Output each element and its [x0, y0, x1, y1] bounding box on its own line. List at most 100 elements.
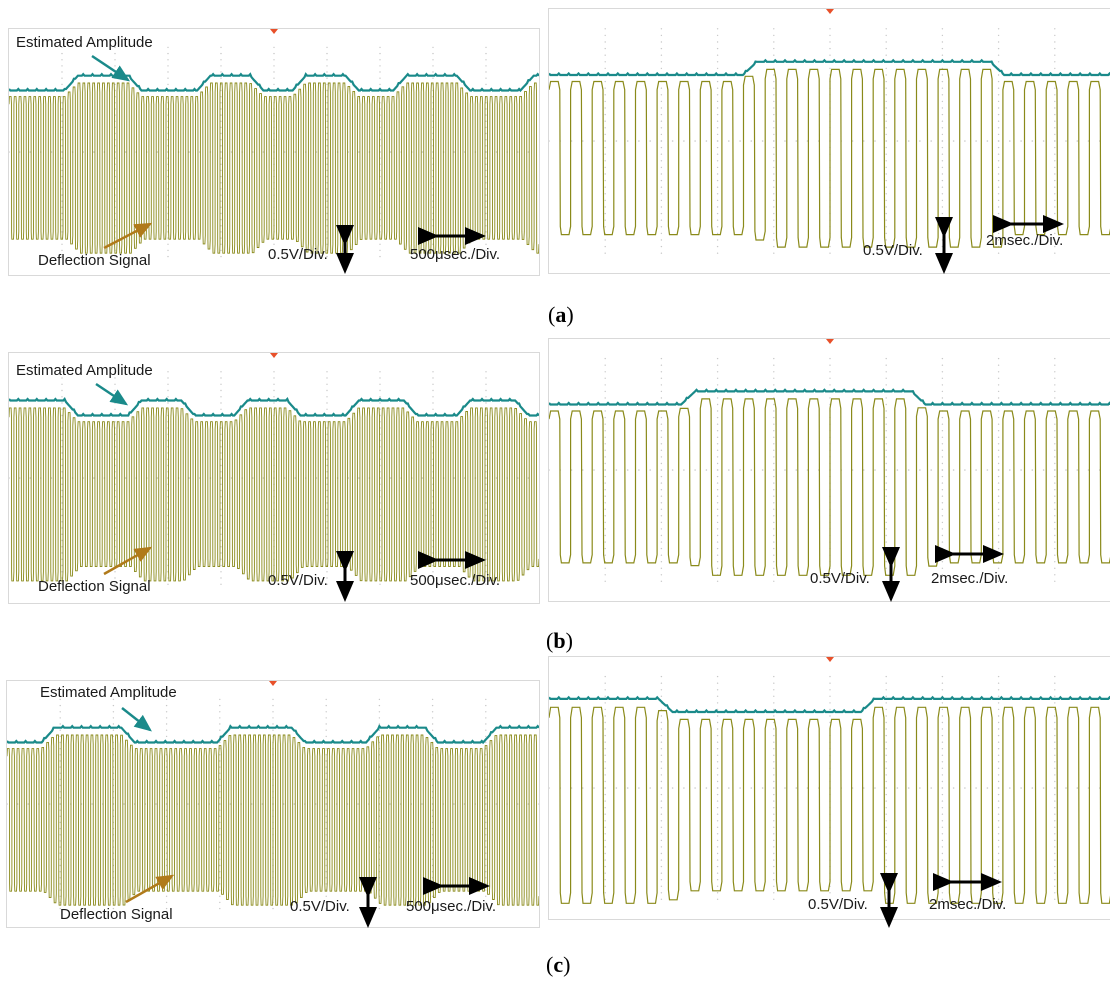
grid-dot: [219, 846, 221, 848]
grid-dot: [431, 723, 434, 725]
volt-label-b2: 0.5V/Div.: [810, 570, 870, 587]
axis-dot: [683, 140, 685, 142]
grid-dot: [1054, 384, 1056, 386]
grid-dot: [59, 754, 61, 756]
grid-dot: [1054, 127, 1056, 129]
grid-dot: [997, 357, 1000, 360]
grid-dot: [326, 371, 328, 373]
grid-dot: [773, 28, 775, 30]
grid-dot: [773, 74, 775, 76]
grid-dot: [773, 528, 775, 530]
grid-dot: [716, 28, 719, 30]
grid-dot: [485, 809, 487, 811]
grid-dot: [941, 521, 944, 524]
grid-dot: [485, 791, 487, 793]
grid-dot: [112, 735, 115, 738]
caption-a: (a): [548, 302, 574, 327]
grid-dot: [885, 859, 887, 861]
grid-dot: [885, 515, 887, 517]
grid-dot: [604, 567, 606, 569]
grid-dot: [773, 80, 775, 83]
grid-dot: [485, 723, 487, 725]
grid-dot: [716, 534, 719, 537]
grid-dot: [273, 383, 275, 385]
axis-dot: [9, 151, 10, 153]
grid-dot: [165, 729, 168, 731]
grid-dot: [431, 717, 434, 719]
axis-dot: [1009, 140, 1011, 142]
grid-dot: [885, 252, 887, 254]
grid-dot: [61, 402, 63, 404]
grid-dot: [59, 704, 61, 707]
axis-dot: [91, 803, 93, 805]
grid-dot: [716, 547, 719, 550]
volt-label-c: 0.5V/Div.: [290, 898, 350, 915]
grid-dot: [326, 212, 328, 215]
grid-dot: [997, 219, 1000, 221]
grid-dot: [773, 226, 775, 228]
grid-dot: [941, 865, 944, 868]
grid-dot: [378, 698, 381, 701]
grid-dot: [997, 482, 1000, 484]
grid-dot: [432, 383, 434, 385]
grid-dot: [941, 561, 944, 563]
grid-dot: [885, 449, 887, 451]
grid-dot: [1054, 107, 1056, 109]
axis-dot: [862, 140, 865, 142]
grid-dot: [219, 815, 221, 817]
grid-dot: [485, 496, 487, 498]
grid-dot: [773, 67, 775, 70]
grid-dot: [485, 901, 487, 904]
grid-dot: [432, 59, 434, 61]
axis-dot: [1054, 469, 1056, 471]
grid-dot: [716, 384, 719, 386]
grid-dot: [325, 729, 327, 731]
axis-dot: [671, 469, 674, 471]
grid-dot: [604, 734, 606, 737]
grid-dot: [716, 206, 719, 208]
grid-dot: [61, 389, 63, 392]
grid-dot: [1054, 833, 1056, 835]
grid-dot: [660, 212, 663, 215]
trigger-marker: [269, 681, 277, 686]
grid-dot: [885, 199, 887, 202]
grid-dot: [716, 708, 719, 711]
grid-dot: [941, 443, 944, 445]
scope-a-left: [8, 28, 540, 276]
grid-dot: [485, 840, 487, 842]
grid-dot: [716, 702, 719, 704]
grid-dot: [1054, 245, 1056, 248]
grid-dot: [604, 384, 606, 386]
axis-dot: [986, 787, 989, 789]
grid-dot: [379, 402, 381, 404]
grid-dot: [485, 402, 487, 404]
grid-dot: [997, 430, 1000, 432]
grid-dot: [1054, 206, 1056, 208]
grid-dot: [941, 127, 944, 129]
grid-dot: [716, 34, 719, 37]
grid-dot: [432, 65, 434, 67]
grid-dot: [997, 780, 1000, 783]
grid-dot: [660, 173, 663, 175]
grid-dot: [220, 169, 222, 172]
grid-dot: [660, 898, 663, 900]
axis-dot: [325, 803, 328, 805]
grid-dot: [220, 396, 222, 398]
grid-dot: [885, 689, 887, 691]
grid-dot: [326, 558, 328, 560]
grid-dot: [941, 846, 944, 848]
grid-dot: [431, 895, 434, 897]
grid-dot: [59, 735, 61, 738]
axis-dot: [930, 140, 932, 142]
grid-dot: [220, 65, 222, 67]
grid-dot: [997, 127, 1000, 129]
deflection-trace: [549, 706, 1110, 904]
grid-dot: [61, 108, 63, 110]
grid-dot: [604, 580, 606, 582]
grid-dot: [716, 113, 719, 116]
grid-dot: [941, 675, 944, 678]
axis-dot: [761, 140, 764, 142]
grid-dot: [379, 255, 381, 258]
scope-c-left-plot: [7, 681, 539, 910]
grid-dot: [485, 533, 487, 535]
